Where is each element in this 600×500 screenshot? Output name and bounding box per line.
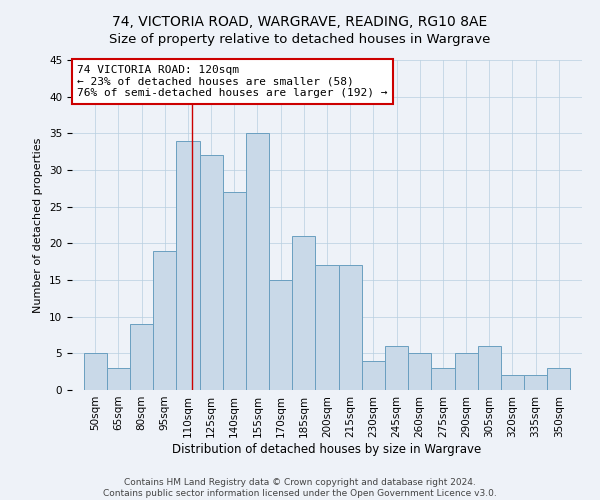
Bar: [385, 346, 408, 390]
Text: 74, VICTORIA ROAD, WARGRAVE, READING, RG10 8AE: 74, VICTORIA ROAD, WARGRAVE, READING, RG…: [112, 15, 488, 29]
Bar: [199, 156, 223, 390]
Bar: [223, 192, 246, 390]
X-axis label: Distribution of detached houses by size in Wargrave: Distribution of detached houses by size …: [172, 442, 482, 456]
Y-axis label: Number of detached properties: Number of detached properties: [34, 138, 43, 312]
Bar: [547, 368, 571, 390]
Bar: [130, 324, 153, 390]
Text: 74 VICTORIA ROAD: 120sqm
← 23% of detached houses are smaller (58)
76% of semi-d: 74 VICTORIA ROAD: 120sqm ← 23% of detach…: [77, 65, 388, 98]
Bar: [246, 134, 269, 390]
Bar: [362, 360, 385, 390]
Bar: [153, 250, 176, 390]
Bar: [338, 266, 362, 390]
Bar: [107, 368, 130, 390]
Bar: [83, 354, 107, 390]
Bar: [292, 236, 316, 390]
Bar: [316, 266, 338, 390]
Bar: [431, 368, 455, 390]
Bar: [408, 354, 431, 390]
Bar: [455, 354, 478, 390]
Bar: [501, 376, 524, 390]
Bar: [269, 280, 292, 390]
Text: Contains HM Land Registry data © Crown copyright and database right 2024.
Contai: Contains HM Land Registry data © Crown c…: [103, 478, 497, 498]
Bar: [524, 376, 547, 390]
Bar: [176, 140, 199, 390]
Text: Size of property relative to detached houses in Wargrave: Size of property relative to detached ho…: [109, 32, 491, 46]
Bar: [478, 346, 501, 390]
